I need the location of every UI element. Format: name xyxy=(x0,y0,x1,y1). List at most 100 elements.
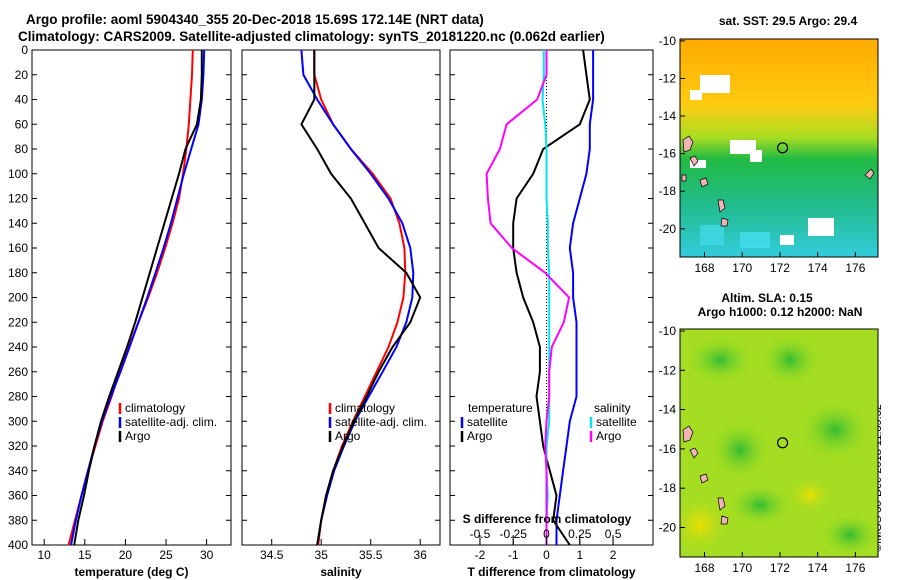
diff-top-tick-label: 0.25 xyxy=(568,527,592,541)
sst-islands xyxy=(864,168,875,180)
sla-map-ytick-label: -20 xyxy=(659,521,677,535)
legend-t-satellite-label: satellite xyxy=(467,415,508,429)
depth-tick-label: 140 xyxy=(8,216,28,230)
legend-temperature-title: temperature xyxy=(468,401,533,415)
difference-panel-xtick-label: 1 xyxy=(576,548,583,562)
diff-top-tick-label: -0.25 xyxy=(500,527,528,541)
salinity-legend-argo-label: Argo xyxy=(335,429,361,443)
salinity-panel-xtick-label: 35 xyxy=(315,548,329,562)
sst-map-title: sat. SST: 29.5 Argo: 29.4 xyxy=(719,14,858,28)
depth-tick-label: 160 xyxy=(8,241,28,255)
depth-tick-label: 60 xyxy=(15,117,29,131)
salinity-argo-line xyxy=(300,50,422,546)
diff-top-tick-label: -0.5 xyxy=(470,527,491,541)
sst-map-ytick-label: -16 xyxy=(659,147,677,161)
depth-tick-label: 180 xyxy=(8,266,28,280)
sst-cyan-patch xyxy=(700,225,724,245)
sla-map xyxy=(679,328,879,558)
sla-map-argo-marker xyxy=(776,437,789,449)
temperature-panel-frame xyxy=(31,49,232,546)
sst-map-ytick-label: -18 xyxy=(659,184,677,198)
sst-cloud-patch xyxy=(700,75,730,93)
difference-panel-xlabel: T difference from climatology xyxy=(467,565,635,579)
salinity-panel-axes: 34.5 35 35.5 36 salinity climatologysatellite… xyxy=(241,49,441,579)
sst-frame xyxy=(679,38,879,258)
temperature-panel-xtick-label: 30 xyxy=(200,548,214,562)
difference-panel-xtick-label: 2 xyxy=(610,548,617,562)
sst-map xyxy=(679,38,879,258)
sla-map-ytick-label: -10 xyxy=(659,324,677,338)
diff-t-argo-line xyxy=(512,49,591,546)
depth-tick-label: 20 xyxy=(15,68,29,82)
sst-cloud-patch xyxy=(690,160,706,168)
temperature-legend-climatology-label: climatology xyxy=(125,401,185,415)
depth-tick-label: 360 xyxy=(8,489,28,503)
temperature-panel-xtick-label: 25 xyxy=(159,548,173,562)
sla-yellow-blob xyxy=(788,477,832,513)
sst-map-xtick-label: 174 xyxy=(808,261,828,275)
depth-tick-label: 280 xyxy=(8,390,28,404)
sst-cloud-patch xyxy=(730,140,756,154)
depth-tick-label: 260 xyxy=(8,365,28,379)
sla-blob xyxy=(728,483,792,527)
title-line-1: Argo profile: aoml 5904340_355 20-Dec-20… xyxy=(26,12,484,27)
temperature-legend-satellite-label: satellite-adj. clim. xyxy=(125,415,217,429)
salinity-legend-climatology-label: climatology xyxy=(335,401,395,415)
sla-map-ytick-label: -16 xyxy=(659,442,677,456)
sla-blob xyxy=(799,400,871,460)
sla-frame xyxy=(679,328,879,558)
sla-map-title-line-2: Argo h1000: 0.12 h2000: NaN xyxy=(698,305,863,319)
sla-islands xyxy=(682,425,729,525)
sst-map-ytick-label: -10 xyxy=(659,34,677,48)
sla-blob xyxy=(760,334,820,386)
sla-blob xyxy=(820,513,878,557)
depth-tick-label: 240 xyxy=(8,340,28,354)
sst-cloud-patch xyxy=(750,150,762,162)
depth-tick-label: 300 xyxy=(8,414,28,428)
legend-s-argo-label: Argo xyxy=(596,429,622,443)
sla-map-ytick-label: -18 xyxy=(659,481,677,495)
depth-tick-label: 40 xyxy=(15,93,29,107)
depth-tick-label: 100 xyxy=(8,167,28,181)
temperature-panel-xtick-label: 15 xyxy=(78,548,92,562)
sla-map-xtick-label: 174 xyxy=(808,561,828,575)
salinity-panel-xtick-label: 34.5 xyxy=(260,548,284,562)
sla-map-xtick-label: 172 xyxy=(770,561,790,575)
temperature-panel-xtick-label: 20 xyxy=(119,548,133,562)
difference-panel-xtick-label: -2 xyxy=(475,548,486,562)
sla-yellow-blob xyxy=(680,495,730,555)
sst-cloud-patch xyxy=(690,90,702,100)
title-line-2: Climatology: CARS2009. Satellite-adjuste… xyxy=(18,29,605,44)
sst-map-ytick-label: -12 xyxy=(659,71,677,85)
sla-map-xtick-label: 170 xyxy=(732,561,752,575)
temperature-legend-argo-label: Argo xyxy=(125,429,151,443)
salinity-panel-xlabel: salinity xyxy=(320,565,362,579)
depth-tick-label: 320 xyxy=(8,439,28,453)
diff-top-tick-label: 0 xyxy=(543,527,550,541)
sst-map-ytick-label: -20 xyxy=(659,222,677,236)
temperature-panel-xlabel: temperature (deg C) xyxy=(74,565,188,579)
sst-islands xyxy=(681,135,729,227)
depth-tick-label: 380 xyxy=(8,513,28,527)
depth-tick-label: 220 xyxy=(8,315,28,329)
sst-field xyxy=(680,39,878,257)
sst-cyan-patch xyxy=(740,232,770,248)
sst-map-xtick-label: 176 xyxy=(845,261,865,275)
sla-map-ytick-label: -14 xyxy=(659,403,677,417)
depth-tick-label: 400 xyxy=(8,538,28,552)
difference-panel-xtick-label: 0 xyxy=(543,548,550,562)
legend-s-satellite-label: satellite xyxy=(596,415,637,429)
sla-map-axes: 168 170 172 174 176 -10 -12 -14 -16 -18 -20 xyxy=(659,324,866,575)
sla-map-ytick-label: -12 xyxy=(659,363,677,377)
diff-top-tick-label: 0.5 xyxy=(605,527,622,541)
difference-panel-xtick-label: -1 xyxy=(508,548,519,562)
sst-cloud-patch xyxy=(808,218,834,236)
legend-salinity-title: salinity xyxy=(594,401,631,415)
salinity-panel-frame xyxy=(241,49,441,546)
temperature-panel-xtick-label: 10 xyxy=(38,548,52,562)
sst-map-axes: 168 170 172 174 176 -10 -12 -14 -16 -18 -20 xyxy=(659,34,866,275)
salinity-panel-xtick-label: 35.5 xyxy=(359,548,383,562)
salinity-panel-xtick-label: 36 xyxy=(414,548,428,562)
sst-map-argo-marker xyxy=(776,142,789,154)
